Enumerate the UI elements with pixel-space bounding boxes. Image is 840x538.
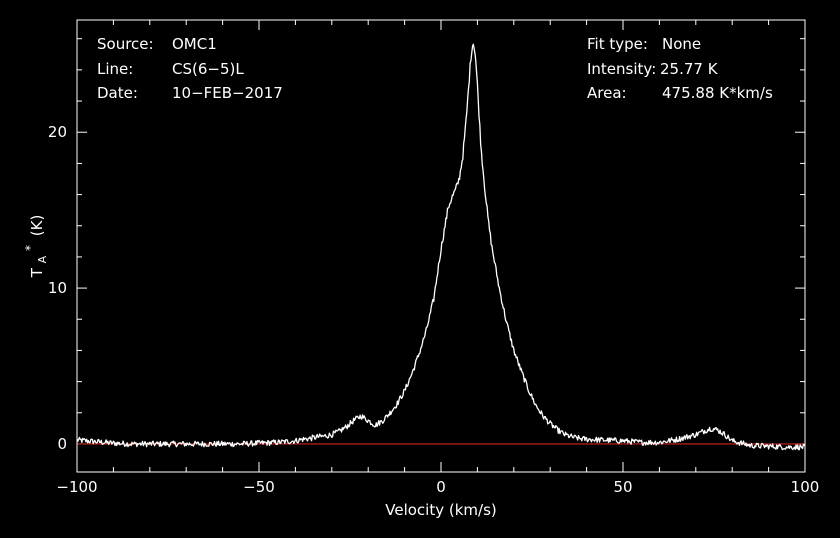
source-label: Source:: [97, 35, 154, 53]
x-tick-label: −50: [243, 478, 275, 496]
date-value: 10−FEB−2017: [172, 84, 283, 102]
fit-type-label: Fit type:: [587, 35, 648, 53]
y-axis-label: T A * (K): [20, 215, 50, 279]
x-axis-label: Velocity (km/s): [385, 501, 496, 519]
y-tick-label: 10: [48, 279, 67, 297]
area-value: 475.88 K*km/s: [662, 84, 773, 102]
line-value: CS(6−5)L: [172, 60, 244, 78]
plot-frame: [76, 19, 806, 473]
y-axis-label-unit: (K): [28, 215, 46, 237]
intensity-value: 25.77 K: [660, 60, 719, 78]
date-label: Date:: [97, 84, 138, 102]
y-axis-label-subscript: A: [36, 255, 49, 263]
y-axis-label-superscript: *: [23, 245, 37, 251]
x-tick-label: 0: [436, 478, 446, 496]
svg-text:T A * (K): T A * (K): [20, 215, 50, 279]
intensity-label: Intensity:: [587, 60, 656, 78]
area-label: Area:: [587, 84, 627, 102]
y-tick-labels: 0 10 20: [48, 123, 67, 453]
x-tick-label: 50: [613, 478, 632, 496]
axis-ticks: [76, 20, 806, 472]
x-tick-label: −100: [56, 478, 97, 496]
x-tick-labels: −100 −50 0 50 100: [56, 478, 819, 496]
fit-type-value: None: [662, 35, 701, 53]
y-tick-label: 0: [57, 435, 67, 453]
info-block-left: Source: OMC1 Line: CS(6−5)L Date: 10−FEB…: [97, 35, 283, 102]
spectrum-series-line: [76, 43, 806, 451]
info-block-right: Fit type: None Intensity: 25.77 K Area: …: [587, 35, 773, 102]
x-tick-label: 100: [791, 478, 820, 496]
y-axis-label-main: T: [28, 267, 46, 278]
line-label: Line:: [97, 60, 133, 78]
y-tick-label: 20: [48, 123, 67, 141]
source-value: OMC1: [172, 35, 217, 53]
